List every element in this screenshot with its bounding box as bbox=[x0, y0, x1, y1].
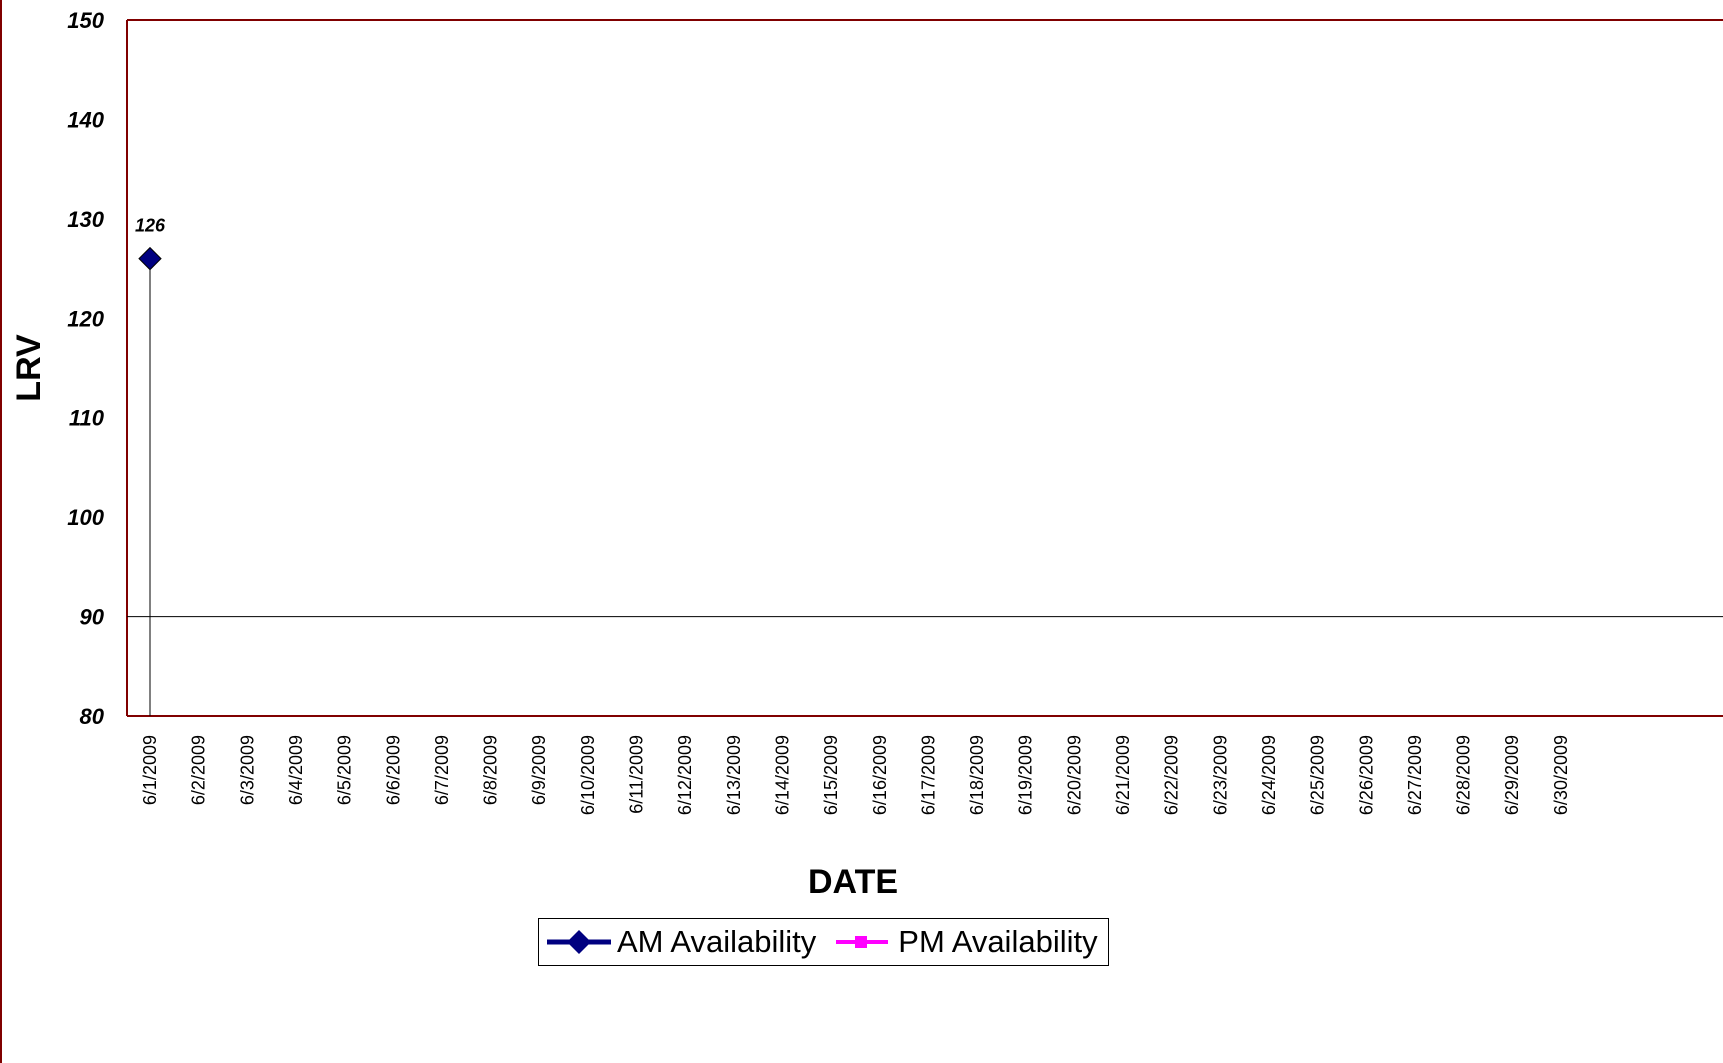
x-tick-label: 6/14/2009 bbox=[772, 735, 792, 815]
x-tick-label: 6/22/2009 bbox=[1162, 735, 1182, 815]
y-tick-label: 120 bbox=[67, 306, 104, 331]
x-tick-label: 6/28/2009 bbox=[1454, 735, 1474, 815]
x-axis-ticks: 6/1/2009 6/2/2009 6/3/2009 6/4/2009 6/5/2009… bbox=[140, 735, 1571, 815]
series-layer: 126 bbox=[135, 216, 166, 716]
x-tick-label: 6/19/2009 bbox=[1016, 735, 1036, 815]
y-tick-label: 90 bbox=[80, 605, 105, 630]
x-tick-label: 6/29/2009 bbox=[1502, 735, 1522, 815]
x-tick-label: 6/5/2009 bbox=[335, 735, 355, 805]
x-tick-label: 6/25/2009 bbox=[1308, 735, 1328, 815]
y-tick-label: 80 bbox=[80, 704, 105, 729]
legend-item-pm: PM Availability bbox=[826, 924, 1098, 960]
diamond-marker-icon bbox=[547, 930, 611, 954]
x-tick-label: 6/24/2009 bbox=[1259, 735, 1279, 815]
y-axis-ticks: 80 90 100 110 120 130 140 150 bbox=[67, 8, 104, 729]
legend-item-am: AM Availability bbox=[545, 924, 816, 960]
x-tick-label: 6/17/2009 bbox=[918, 735, 938, 815]
legend-label-pm: PM Availability bbox=[898, 924, 1098, 959]
x-tick-label: 6/27/2009 bbox=[1405, 735, 1425, 815]
legend: AM Availability PM Availability bbox=[538, 918, 1109, 966]
x-tick-label: 6/9/2009 bbox=[529, 735, 549, 805]
x-tick-label: 6/2/2009 bbox=[189, 735, 209, 805]
x-tick-label: 6/23/2009 bbox=[1210, 735, 1230, 815]
y-tick-label: 130 bbox=[67, 207, 104, 232]
x-tick-label: 6/3/2009 bbox=[237, 735, 257, 805]
x-tick-label: 6/7/2009 bbox=[432, 735, 452, 805]
x-tick-label: 6/4/2009 bbox=[286, 735, 306, 805]
x-tick-label: 6/18/2009 bbox=[967, 735, 987, 815]
y-tick-label: 150 bbox=[67, 8, 104, 33]
x-tick-label: 6/30/2009 bbox=[1551, 735, 1571, 815]
square-marker-icon bbox=[836, 936, 889, 948]
x-axis-title: DATE bbox=[808, 863, 898, 901]
y-tick-label: 110 bbox=[69, 406, 105, 431]
x-tick-label: 6/8/2009 bbox=[481, 735, 501, 805]
x-tick-label: 6/16/2009 bbox=[870, 735, 890, 815]
x-tick-label: 6/21/2009 bbox=[1113, 735, 1133, 815]
data-point-marker bbox=[138, 246, 162, 271]
x-tick-label: 6/15/2009 bbox=[821, 735, 841, 815]
x-tick-label: 6/13/2009 bbox=[724, 735, 744, 815]
x-tick-label: 6/26/2009 bbox=[1356, 735, 1376, 815]
legend-label-am: AM Availability bbox=[617, 924, 817, 959]
x-tick-label: 6/1/2009 bbox=[140, 735, 160, 805]
x-tick-label: 6/12/2009 bbox=[675, 735, 695, 815]
x-tick-label: 6/6/2009 bbox=[383, 735, 403, 805]
data-label: 126 bbox=[135, 216, 166, 236]
y-axis-title: LRV bbox=[10, 334, 48, 402]
x-tick-label: 6/20/2009 bbox=[1064, 735, 1084, 815]
plot-area bbox=[126, 19, 1723, 717]
y-tick-label: 100 bbox=[67, 505, 104, 530]
y-tick-label: 140 bbox=[67, 107, 104, 132]
x-tick-label: 6/10/2009 bbox=[578, 735, 598, 815]
x-tick-label: 6/11/2009 bbox=[627, 735, 647, 814]
